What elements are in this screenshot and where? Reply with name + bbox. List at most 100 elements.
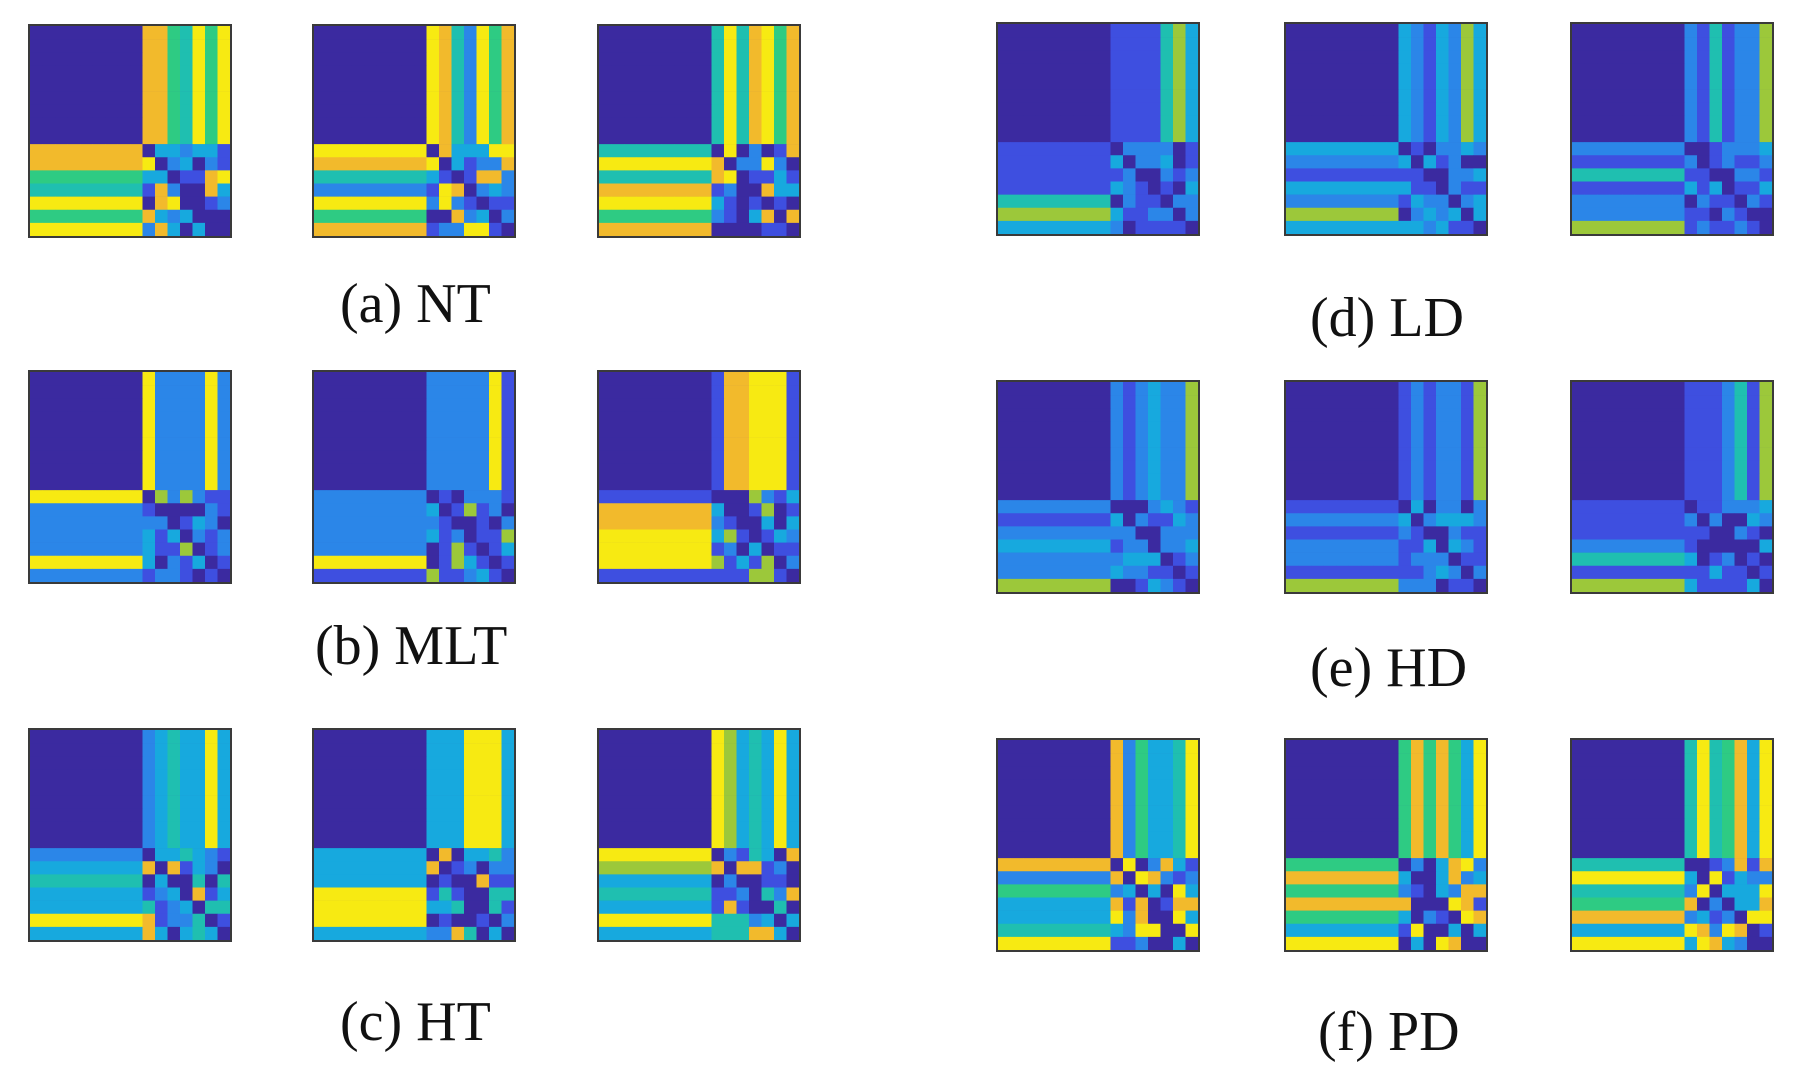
heatmap-cell — [217, 808, 230, 823]
heatmap-cell — [217, 900, 230, 915]
heatmap-cell — [426, 170, 440, 184]
heatmap-cell — [1622, 513, 1635, 527]
heatmap-cell — [1398, 129, 1412, 143]
heatmap-cell — [1023, 578, 1036, 592]
heatmap-cell — [167, 516, 181, 530]
heatmap-cell — [1448, 500, 1462, 514]
heatmap-cell — [636, 372, 650, 386]
heatmap-cell — [167, 463, 181, 478]
heatmap-cell — [326, 913, 340, 928]
heatmap-cell — [1348, 805, 1362, 820]
heatmap-cell — [451, 117, 465, 132]
heatmap-cell — [142, 117, 156, 132]
heatmap-cell — [1609, 115, 1623, 130]
heatmap-cell — [674, 91, 687, 106]
heatmap-cell — [649, 117, 662, 132]
heatmap-cell — [426, 104, 440, 119]
heatmap-cell — [117, 756, 131, 770]
heatmap-cell — [439, 91, 452, 106]
heatmap-cell — [389, 568, 402, 582]
heatmap-cell — [1709, 779, 1723, 793]
heatmap-cell — [439, 450, 452, 465]
heatmap-cell — [401, 65, 415, 79]
heatmap-cell — [364, 104, 377, 119]
heatmap-cell — [611, 183, 625, 197]
heatmap-cell — [1709, 395, 1723, 409]
heatmap-cell — [376, 463, 390, 478]
heatmap-cell — [724, 926, 737, 940]
heatmap-cell — [464, 411, 477, 425]
heatmap-cell — [42, 835, 56, 849]
heatmap-cell — [1659, 460, 1673, 475]
heatmap-cell — [217, 769, 230, 783]
caption-mlt: (b) MLT — [315, 615, 508, 677]
heatmap-cell — [155, 730, 168, 744]
heatmap-cell — [376, 183, 390, 197]
heatmap-cell — [1697, 408, 1710, 422]
heatmap-cell — [192, 874, 206, 888]
heatmap-cell — [1722, 473, 1735, 488]
heatmap-cell — [142, 568, 156, 582]
heatmap-cell — [314, 913, 327, 928]
heatmap-cell — [142, 183, 156, 197]
heatmap-cell — [205, 65, 218, 79]
heatmap-cell — [414, 848, 427, 862]
heatmap-cell — [1461, 779, 1474, 793]
heatmap-cell — [1298, 526, 1312, 540]
heatmap-cell — [351, 555, 365, 570]
heatmap-cell — [339, 516, 352, 530]
heatmap-cell — [1473, 845, 1486, 859]
heatmap-cell — [1734, 884, 1748, 898]
heatmap-cell — [1436, 220, 1449, 234]
heatmap-cell — [636, 196, 650, 211]
heatmap-cell — [1634, 76, 1648, 90]
heatmap-cell — [1361, 936, 1374, 950]
heatmap-cell — [364, 490, 377, 504]
heatmap-cell — [1461, 194, 1474, 209]
heatmap-cell — [1423, 382, 1437, 396]
heatmap-cell — [476, 52, 490, 66]
heatmap-cell — [326, 411, 340, 425]
heatmap-cell — [1448, 382, 1462, 396]
heatmap-cell — [1010, 565, 1024, 580]
heatmap-cell — [1622, 102, 1635, 117]
heatmap-cell — [774, 516, 787, 530]
heatmap-cell — [155, 821, 168, 836]
heatmap-cell — [167, 848, 181, 862]
heatmap-cell — [1473, 447, 1486, 462]
heatmap-cell — [1361, 740, 1374, 754]
heatmap-cell — [786, 900, 799, 915]
heatmap-cell — [30, 730, 43, 744]
heatmap-cell — [1311, 24, 1324, 38]
heatmap-cell — [1060, 220, 1074, 234]
heatmap-cell — [636, 887, 650, 901]
heatmap-cell — [67, 795, 81, 810]
heatmap-cell — [489, 144, 502, 158]
heatmap-cell — [1572, 460, 1585, 475]
heatmap-cell — [55, 144, 68, 158]
heatmap-cell — [501, 808, 514, 823]
heatmap-cell — [1722, 408, 1735, 422]
heatmap-cell — [142, 437, 156, 452]
heatmap-cell — [661, 848, 675, 862]
heatmap-cell — [351, 861, 365, 875]
heatmap-cell — [1085, 884, 1099, 898]
heatmap-cell — [1398, 408, 1412, 422]
heatmap-cell — [661, 926, 675, 940]
heatmap-cell — [1085, 76, 1099, 90]
heatmap-cell — [1672, 115, 1685, 130]
heatmap-cell — [105, 782, 118, 796]
heatmap-cell — [649, 170, 662, 184]
heatmap-cell — [414, 398, 427, 412]
heatmap-cell — [351, 782, 365, 796]
heatmap-cell — [1298, 871, 1312, 885]
heatmap-cell — [117, 555, 131, 570]
heatmap-cell — [661, 157, 675, 171]
heatmap-cell — [1135, 779, 1149, 793]
heatmap-cell — [699, 887, 712, 901]
heatmap-cell — [724, 65, 737, 79]
heatmap-cell — [1386, 89, 1399, 104]
heatmap-cell — [786, 503, 799, 517]
heatmap-cell — [217, 52, 230, 66]
heatmap-cell — [736, 463, 750, 478]
